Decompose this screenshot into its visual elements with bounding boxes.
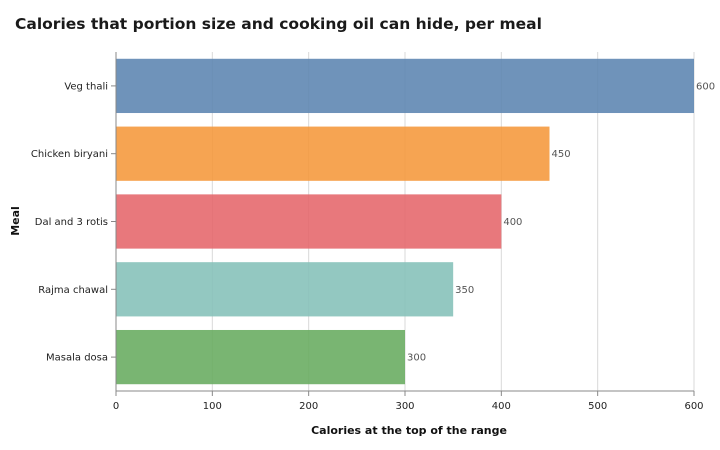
axes (111, 52, 695, 396)
bars (116, 58, 694, 385)
bar-masala-dosa (116, 329, 405, 385)
x-tick-label: 400 (492, 401, 511, 412)
category-label: Dal and 3 rotis (35, 217, 108, 228)
y-axis-title: Meal (9, 206, 22, 236)
value-label: 300 (407, 353, 426, 364)
bar-rajma-chawal (116, 262, 454, 317)
value-label: 350 (455, 285, 474, 296)
labels: 0 100 200 300 400 500 600 Veg thali 600 Chicken b… (31, 81, 715, 412)
x-tick-label: 300 (395, 401, 414, 412)
value-label: 450 (552, 149, 571, 160)
category-label: Veg thali (64, 81, 108, 92)
chart-title: Calories that portion size and cooking o… (15, 15, 542, 33)
category-label: Masala dosa (46, 353, 108, 364)
value-label: 400 (503, 217, 522, 228)
x-tick-label: 100 (203, 401, 222, 412)
bar-veg-thali (116, 58, 694, 114)
x-tick-label: 600 (684, 401, 703, 412)
x-tick-label: 500 (588, 401, 607, 412)
x-tick-label: 0 (113, 401, 119, 412)
bar-dal-and-3-rotis (116, 194, 502, 249)
category-label: Rajma chawal (38, 285, 108, 296)
x-tick-label: 200 (299, 401, 318, 412)
bar-chicken-biryani (116, 126, 550, 181)
x-axis-title: Calories at the top of the range (311, 424, 507, 437)
value-label: 600 (696, 81, 715, 92)
category-label: Chicken biryani (31, 149, 108, 160)
